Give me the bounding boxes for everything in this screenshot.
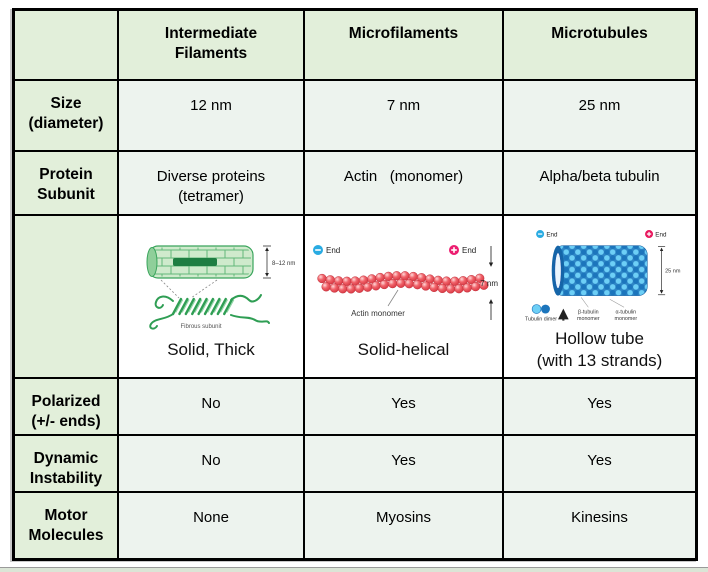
mt-alpha-label-2: monomer — [615, 316, 638, 322]
if-size-indicator — [263, 245, 271, 279]
cell-structure-microtubules: End End 25 nm Tubulin d — [504, 216, 695, 379]
mt-plus-end-label: End — [655, 232, 667, 239]
cell-motor-microtubules: Kinesins — [504, 493, 695, 558]
cell-protein-microtubules: Alpha/beta tubulin — [504, 152, 695, 216]
row-label-polarized: Polarized (+/- ends) — [15, 379, 119, 436]
cell-protein-microfilaments: Actin (monomer) — [305, 152, 504, 216]
cell-dynamic-microfilaments: Yes — [305, 436, 504, 493]
cell-motor-intermediate: None — [119, 493, 305, 558]
row-label-motor-molecules: Motor Molecules — [15, 493, 119, 558]
cell-protein-intermediate: Diverse proteins (tetramer) — [119, 152, 305, 216]
cell-motor-microfilaments: Myosins — [305, 493, 504, 558]
cell-structure-intermediate: 8–12 nm Fibrous subunit Solid, Thick — [119, 216, 305, 379]
intermediate-filament-diagram: 8–12 nm Fibrous subunit — [146, 245, 295, 330]
mf-monomer-pointer — [387, 289, 399, 307]
if-cylinder — [146, 245, 254, 279]
cytoskeleton-comparison-table: Intermediate Filaments Microfilaments Mi… — [12, 8, 698, 561]
mt-minus-end-label: End — [546, 232, 558, 239]
cell-size-microtubules: 25 nm — [504, 81, 695, 152]
mf-size-label: 7 nm — [480, 279, 498, 288]
if-end-squiggles — [149, 293, 270, 330]
mf-minus-end-badge: End — [313, 244, 340, 255]
cell-dynamic-microtubules: Yes — [504, 436, 695, 493]
row-label-structure — [15, 216, 119, 379]
mt-beta-label-2: monomer — [577, 316, 600, 322]
mf-actin-strand — [317, 271, 489, 294]
mt-cylinder — [551, 245, 648, 296]
mt-alpha-pointer — [609, 298, 625, 308]
cutoff-next-table-edge — [0, 567, 708, 572]
mt-minus-end-badge: End — [536, 229, 558, 239]
cell-polarized-microtubules: Yes — [504, 379, 695, 436]
cell-polarized-microfilaments: Yes — [305, 379, 504, 436]
caption-microfilament-structure: Solid-helical — [357, 339, 450, 359]
row-label-size: Size (diameter) — [15, 81, 119, 152]
mt-beta-label-1: β-tubulin — [578, 309, 599, 315]
header-cell-microfilaments: Microfilaments — [305, 11, 504, 81]
mt-dimer-label: Tubulin dimer — [525, 317, 557, 323]
row-label-protein-subunit: Protein Subunit — [15, 152, 119, 216]
cell-structure-microfilaments: End End 7 nm Actin monomer Solid-helical — [305, 216, 504, 379]
header-cell-blank — [15, 11, 119, 81]
if-subunit-label: Fibrous subunit — [180, 324, 221, 330]
caption-microtubule-structure: Hollow tube (with 13 strands) — [536, 328, 663, 370]
cell-size-intermediate: 12 nm — [119, 81, 305, 152]
cell-size-microfilaments: 7 nm — [305, 81, 504, 152]
microtubule-diagram: End End 25 nm Tubulin d — [525, 229, 681, 323]
cell-dynamic-intermediate: No — [119, 436, 305, 493]
mt-alpha-label-1: α-tubulin — [616, 309, 637, 315]
mt-size-indicator — [657, 246, 666, 296]
cell-polarized-intermediate: No — [119, 379, 305, 436]
if-zoom-lines — [160, 279, 218, 299]
mt-size-label: 25 nm — [665, 268, 681, 274]
mf-monomer-label: Actin monomer — [351, 309, 405, 318]
mf-plus-end-label: End — [462, 246, 476, 255]
microfilament-diagram: End End 7 nm Actin monomer — [313, 244, 498, 320]
mt-tubulin-dimer: Tubulin dimer — [525, 304, 557, 323]
header-cell-intermediate-filaments: Intermediate Filaments — [119, 11, 305, 81]
caption-intermediate-structure: Solid, Thick — [167, 339, 255, 359]
header-cell-microtubules: Microtubules — [504, 11, 695, 81]
mt-beta-pointer — [580, 297, 589, 308]
mf-minus-end-label: End — [326, 246, 340, 255]
if-coiled-coil — [171, 297, 235, 316]
mt-plus-end-badge: End — [645, 229, 667, 239]
row-label-dynamic-instability: Dynamic Instability — [15, 436, 119, 493]
if-size-label: 8–12 nm — [272, 261, 295, 267]
mf-plus-end-badge: End — [449, 244, 476, 255]
